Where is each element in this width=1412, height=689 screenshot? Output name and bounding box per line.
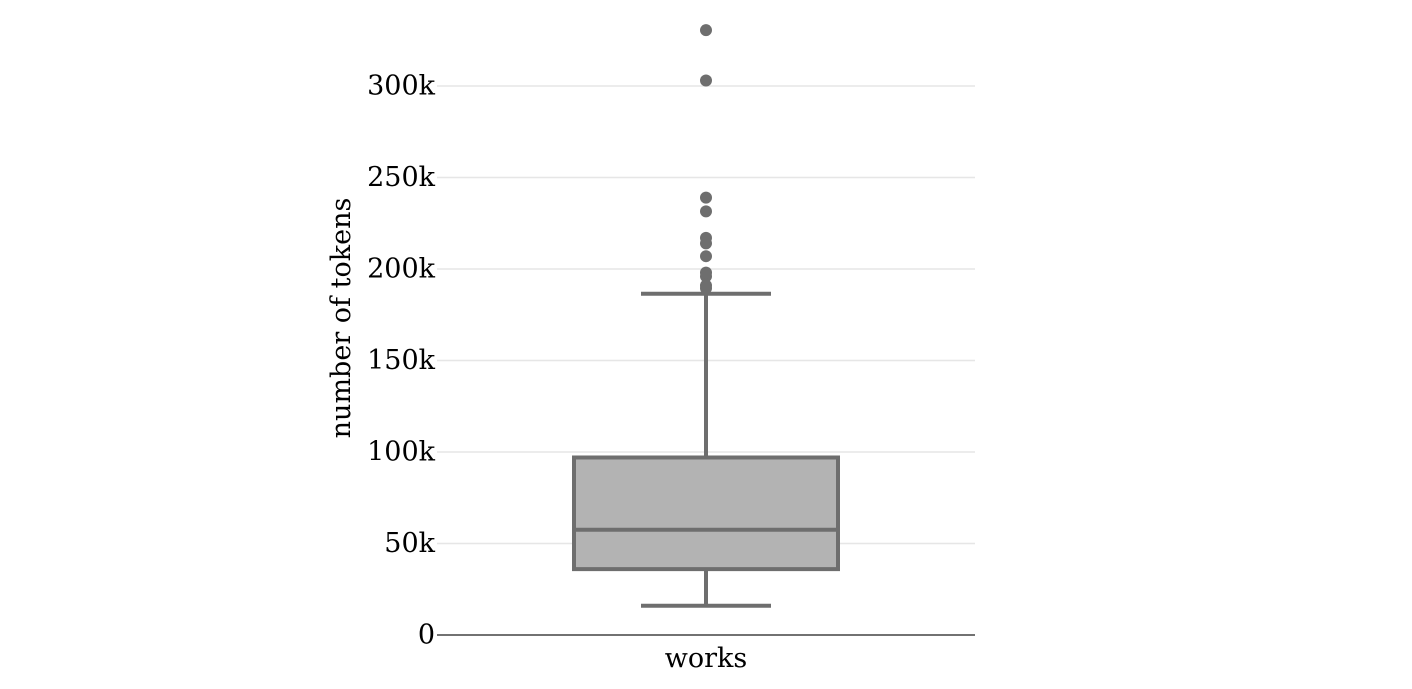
outlier-point [700, 74, 712, 87]
y-tick-label: 200k [367, 254, 436, 285]
x-tick-label: works [665, 643, 748, 674]
y-tick-label: 0 [418, 620, 435, 651]
outlier-point [700, 191, 712, 204]
x-axis-ticks: works [665, 643, 748, 674]
y-tick-label: 100k [367, 437, 436, 468]
outlier-point [700, 266, 712, 279]
y-axis-title: number of tokens [326, 198, 357, 439]
y-tick-label: 50k [384, 528, 435, 559]
box-series [572, 24, 840, 608]
outlier-point [700, 250, 712, 263]
y-tick-label: 250k [367, 162, 436, 193]
y-tick-label: 150k [367, 345, 436, 376]
outlier-point [700, 205, 712, 218]
y-axis-ticks: 0 50k 100k 150k 200k 250k 300k [367, 71, 436, 651]
outlier-point [700, 24, 712, 37]
y-tick-label: 300k [367, 71, 436, 102]
outlier-point [700, 231, 712, 244]
iqr-box [572, 455, 840, 572]
outlier-point [700, 279, 712, 292]
